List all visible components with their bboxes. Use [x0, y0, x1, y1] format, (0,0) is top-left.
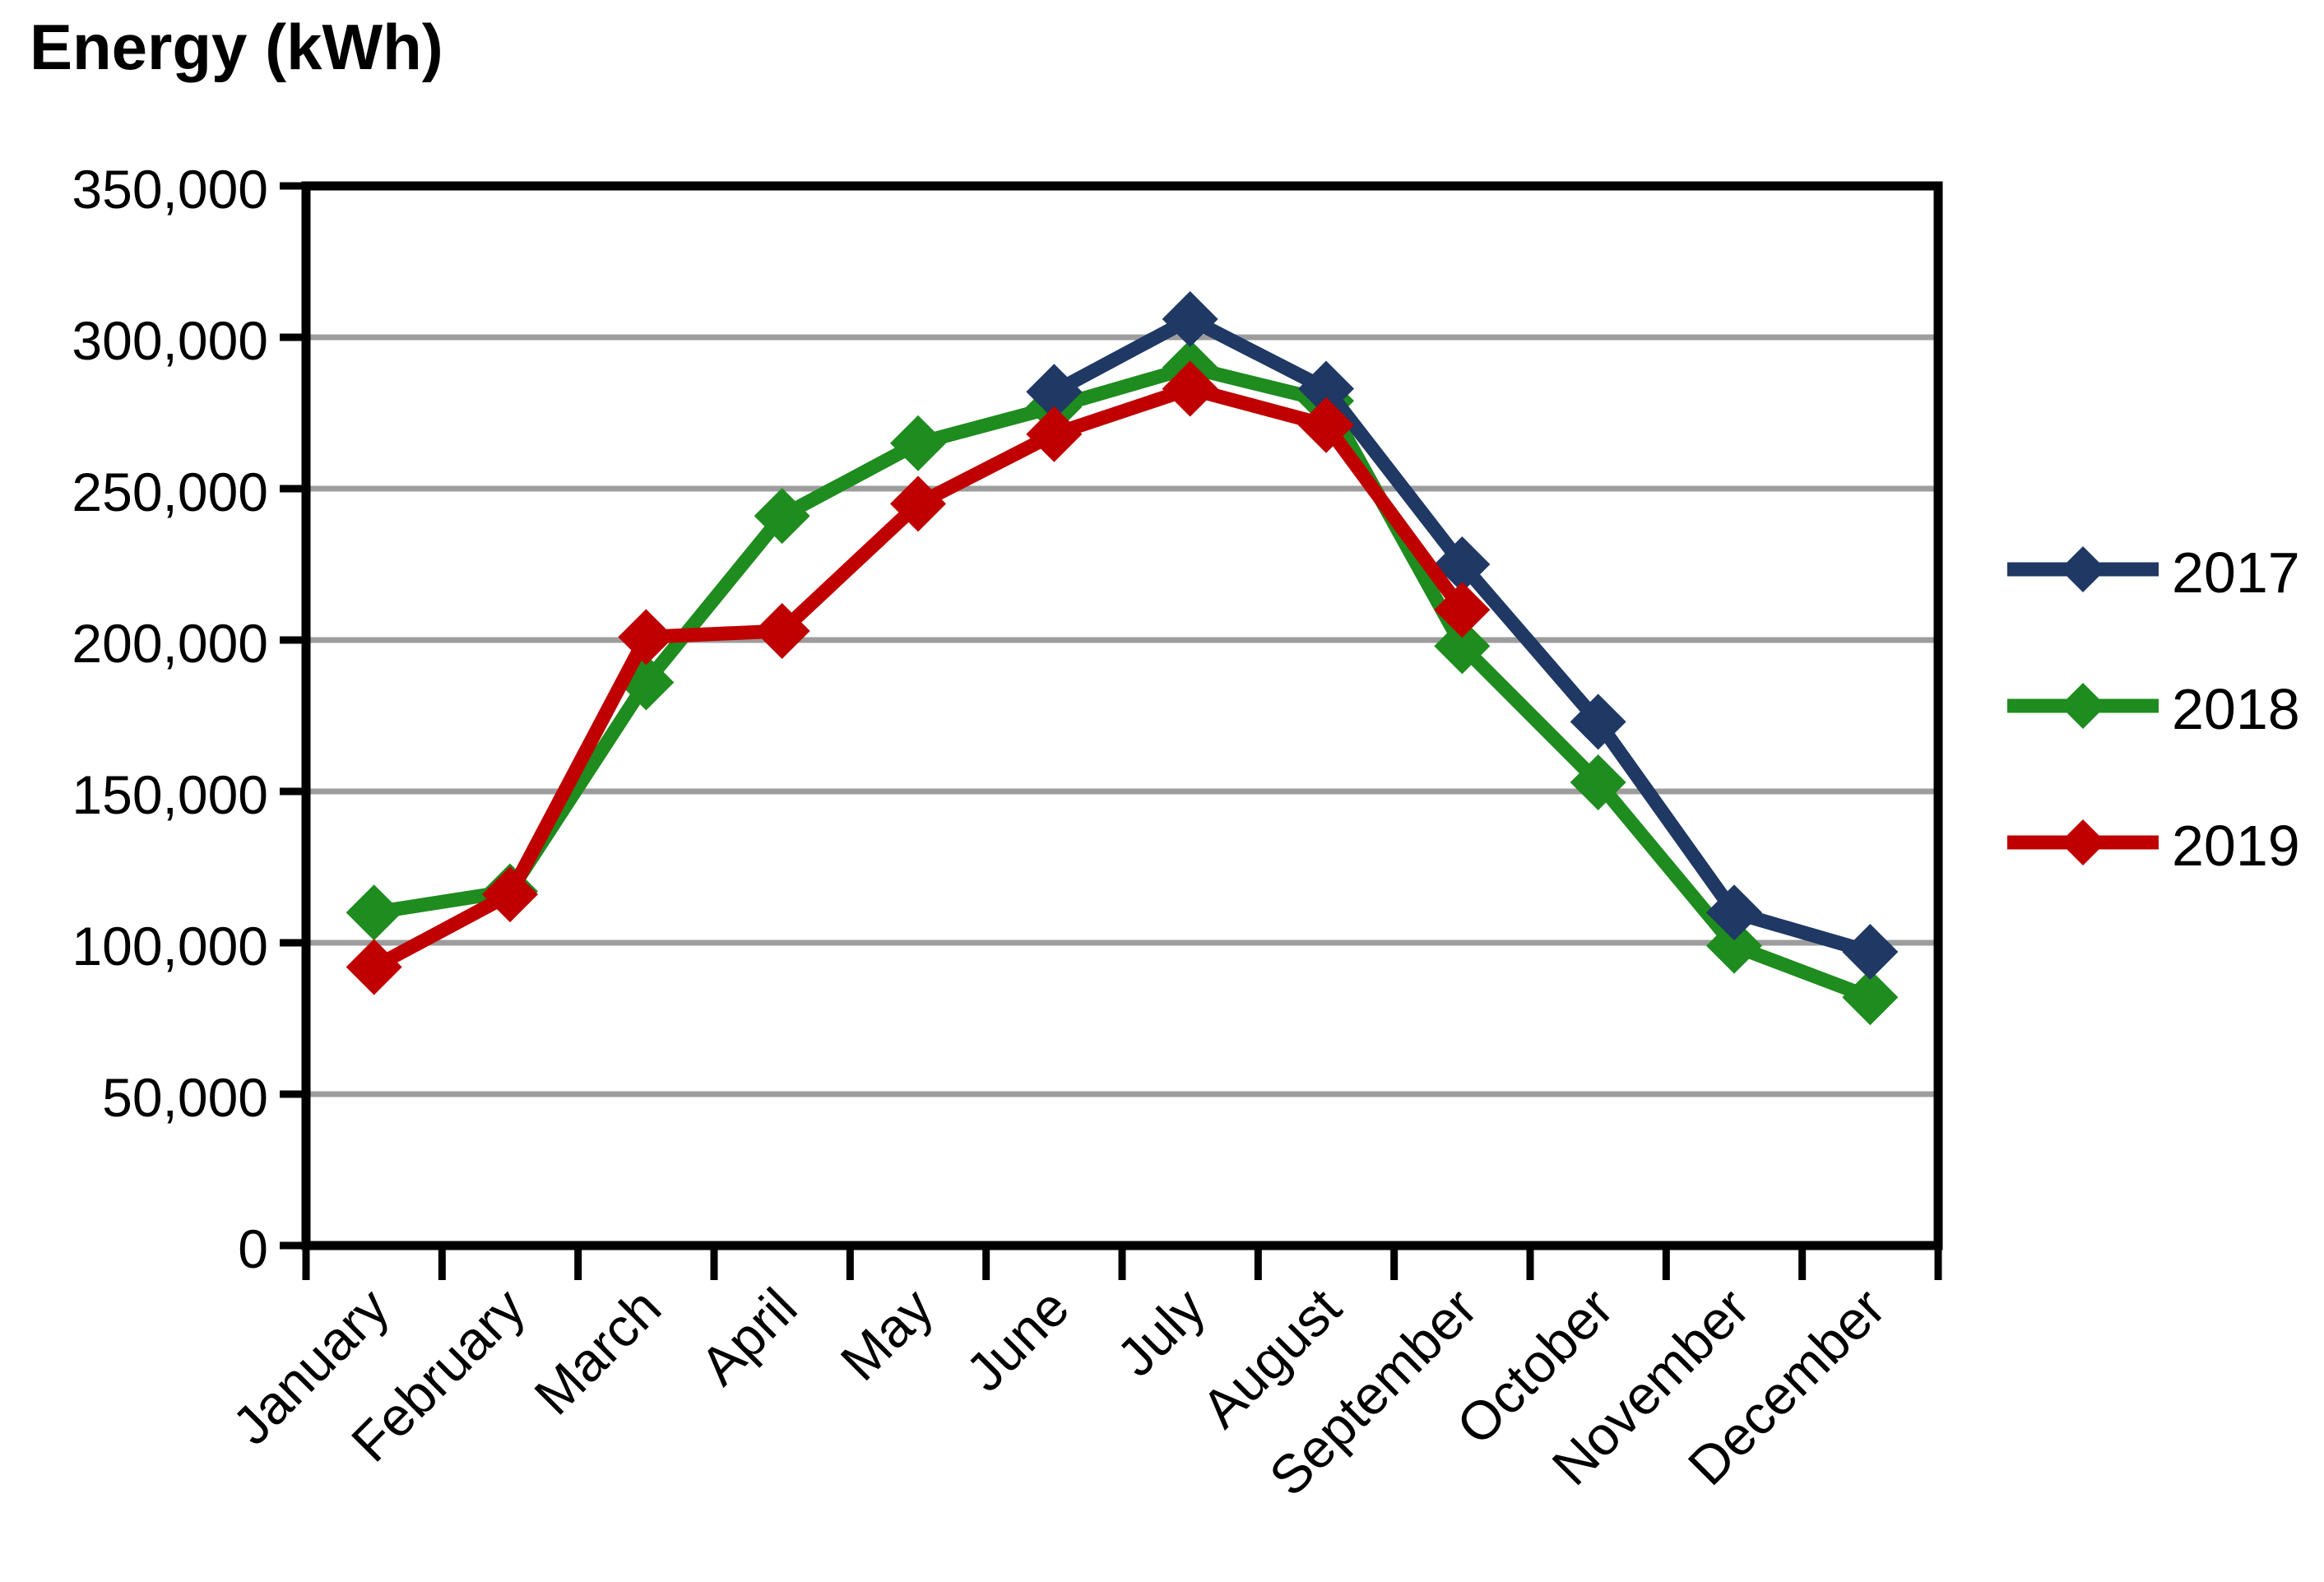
- x-axis-label-july: July: [1105, 1277, 1216, 1388]
- marker-2019-june: [1026, 406, 1083, 462]
- legend-label-2018: 2018: [2172, 677, 2300, 741]
- plot-frame: [301, 181, 1943, 1250]
- marker-2019-august: [1298, 397, 1354, 453]
- marker-2017-august: [1298, 360, 1354, 417]
- marker-2019-may: [890, 476, 946, 532]
- y-axis-label-250000: 250,000: [72, 462, 268, 522]
- x-axis-label-june: June: [954, 1277, 1081, 1403]
- marker-2017-september: [1434, 536, 1491, 592]
- marker-2017-december: [1842, 924, 1899, 981]
- marker-2018-january: [346, 884, 402, 941]
- marker-2018-april: [754, 488, 810, 545]
- series-line-2019: [370, 381, 1468, 973]
- marker-2018-december: [1842, 969, 1899, 1026]
- marker-2017-june: [1026, 364, 1083, 420]
- y-axis-label-300000: 300,000: [72, 310, 268, 371]
- y-axis-label-50000: 50,000: [102, 1067, 268, 1128]
- marker-2017-july: [1162, 290, 1218, 347]
- marker-2018-may: [890, 415, 946, 471]
- legend-marker-2017: [2060, 546, 2106, 592]
- legend-marker-2018: [2060, 683, 2106, 729]
- legend-label-2017: 2017: [2172, 540, 2300, 605]
- marker-2018-november: [1706, 917, 1762, 974]
- marker-2017-october: [1570, 694, 1626, 750]
- marker-2018-october: [1570, 754, 1626, 810]
- y-axis-label-100000: 100,000: [72, 916, 268, 977]
- marker-2019-january: [346, 939, 402, 995]
- marker-2019-march: [618, 609, 675, 666]
- x-axis-label-may: May: [828, 1277, 944, 1392]
- chart-title: Energy (kWh): [30, 11, 443, 83]
- marker-2018-september: [1434, 618, 1491, 675]
- y-axis-label-200000: 200,000: [72, 613, 268, 674]
- x-axis-label-march: March: [522, 1277, 672, 1427]
- marker-2019-september: [1434, 582, 1491, 638]
- marker-2019-april: [754, 602, 810, 659]
- y-axis-label-0: 0: [238, 1218, 268, 1279]
- marker-2019-february: [482, 866, 538, 923]
- series-line-2018: [373, 360, 1873, 1004]
- y-axis-label-350000: 350,000: [72, 159, 268, 220]
- marker-2019-july: [1162, 360, 1218, 417]
- y-axis-label-150000: 150,000: [72, 764, 268, 825]
- legend-marker-2019: [2060, 819, 2106, 865]
- x-axis-label-april: April: [689, 1277, 809, 1397]
- legend-label-2019: 2019: [2172, 814, 2300, 878]
- marker-2017-november: [1706, 884, 1762, 941]
